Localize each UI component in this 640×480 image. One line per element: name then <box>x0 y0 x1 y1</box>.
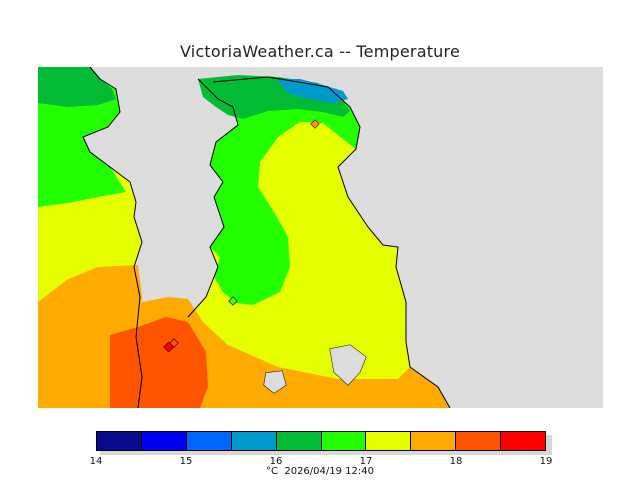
legend-unit-timestamp: °C 2026/04/19 12:40 <box>0 466 640 477</box>
coastline-peninsula <box>187 78 239 318</box>
small-island <box>264 371 286 393</box>
legend-swatch <box>411 432 457 450</box>
legend-tick-label: 18 <box>449 456 463 467</box>
east-water-contours <box>110 75 450 408</box>
timestamp: 2026/04/19 12:40 <box>284 466 374 477</box>
coastline-east <box>212 76 451 408</box>
legend-swatch <box>321 432 367 450</box>
contour-14-15-east <box>276 79 348 103</box>
legend-swatch <box>186 432 232 450</box>
legend-swatch <box>141 432 187 450</box>
island <box>330 345 366 385</box>
legend-tick-label: 16 <box>269 456 283 467</box>
color-legend <box>96 431 546 451</box>
legend-swatch <box>97 432 142 450</box>
legend-swatch <box>501 432 546 450</box>
station-marker <box>228 296 238 306</box>
contour-18-south <box>138 297 450 408</box>
west-water-contours <box>38 67 142 408</box>
legend-tick-label: 17 <box>359 456 373 467</box>
station-marker <box>310 119 320 129</box>
legend-tick-label: 19 <box>539 456 553 467</box>
legend-tick-label: 14 <box>89 456 103 467</box>
legend-swatch <box>456 432 502 450</box>
contour-orange-low <box>38 299 100 408</box>
coastline-west <box>82 67 143 408</box>
map-title: VictoriaWeather.ca -- Temperature <box>180 42 460 61</box>
contour-15-16-west <box>38 67 116 107</box>
legend-unit: °C <box>266 466 278 477</box>
contour-16-17-east <box>210 77 360 305</box>
station-markers <box>163 119 320 353</box>
contour-18-19-core <box>110 317 208 408</box>
temperature-map[interactable] <box>38 67 603 408</box>
legend-swatch <box>276 432 322 450</box>
legend-swatch <box>366 432 412 450</box>
legend-swatch <box>231 432 277 450</box>
station-marker <box>169 338 179 348</box>
legend-tick-label: 15 <box>179 456 193 467</box>
